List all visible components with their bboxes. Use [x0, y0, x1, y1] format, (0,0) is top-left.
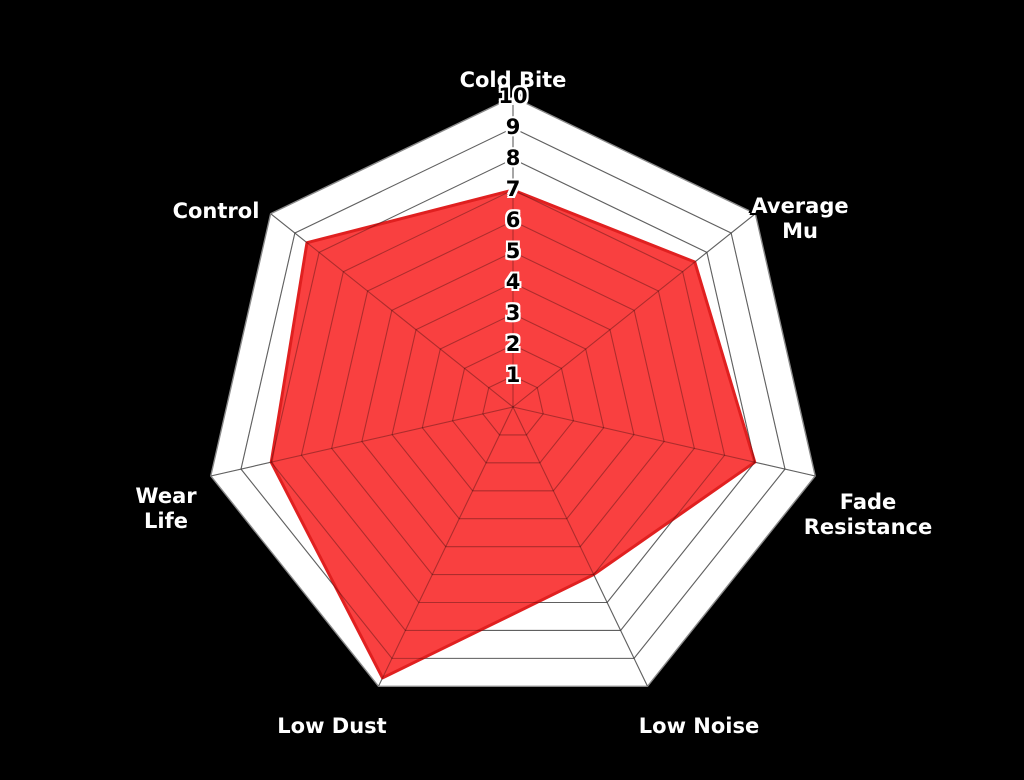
grid-ring-overlay-1: [482, 375, 544, 436]
axis-spoke-overlay-3: [512, 406, 648, 687]
grid-ring-overlay-8: [270, 158, 756, 631]
data-series-layer: [269, 188, 757, 680]
axis-spoke-overlay-1: [512, 213, 756, 408]
grid-ring-overlay-5: [361, 251, 665, 548]
grid-ring-overlay-2: [451, 344, 575, 464]
grid-ring-overlay-7: [300, 189, 726, 604]
grid-ring-9: [240, 127, 786, 659]
grid-ring-overlay-6: [331, 220, 695, 576]
axis-spoke-overlay-5: [210, 406, 514, 477]
inner-grid-overlay-layer: [210, 97, 816, 687]
axis-spoke-overlay-4: [378, 406, 514, 687]
grid-ring-overlay-4: [391, 282, 635, 520]
data-polygon-0: [269, 188, 757, 680]
grid-ring-overlay-3: [421, 313, 605, 492]
grid-ring-overlay-9: [240, 127, 786, 659]
axis-spoke-overlay-2: [512, 406, 816, 477]
axis-spoke-overlay-6: [270, 213, 514, 408]
